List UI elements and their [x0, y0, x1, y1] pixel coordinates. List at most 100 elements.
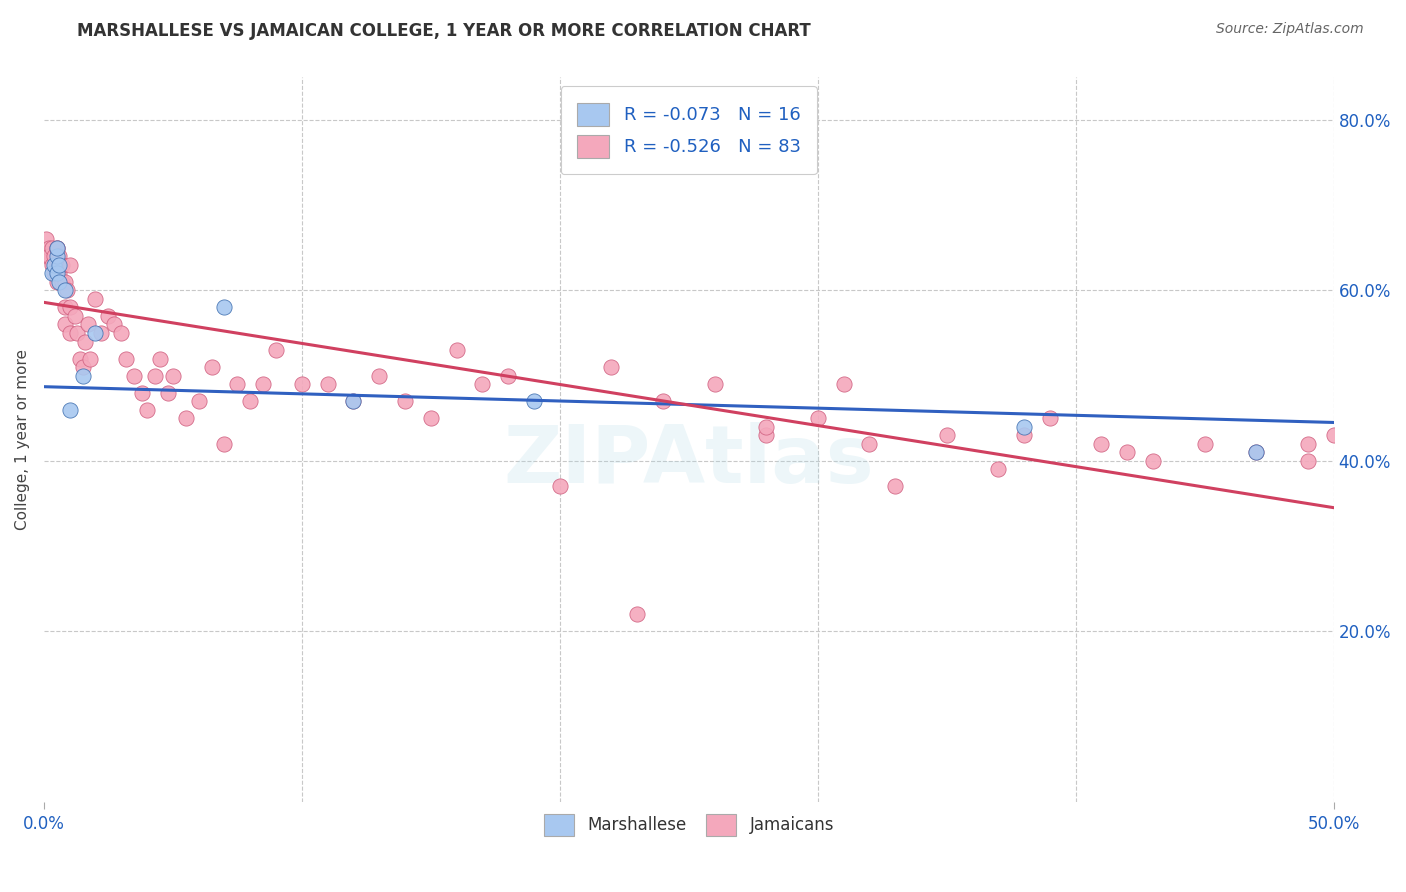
Point: [264, 343, 287, 357]
Point: [446, 343, 468, 357]
Point: [523, 394, 546, 409]
Point: [252, 377, 274, 392]
Point: [45, 258, 67, 272]
Point: [1090, 436, 1112, 450]
Point: [1244, 445, 1267, 459]
Point: [935, 428, 957, 442]
Point: [41, 258, 63, 272]
Point: [200, 360, 222, 375]
Point: [471, 377, 494, 392]
Point: [45, 249, 67, 263]
Point: [214, 301, 236, 315]
Point: [59, 326, 82, 340]
Point: [41, 241, 63, 255]
Point: [51, 275, 73, 289]
Point: [48, 266, 70, 280]
Y-axis label: College, 1 year or more: College, 1 year or more: [15, 349, 30, 530]
Point: [1039, 411, 1062, 425]
Point: [342, 394, 364, 409]
Point: [59, 402, 82, 417]
Point: [496, 368, 519, 383]
Point: [63, 309, 86, 323]
Point: [38, 249, 60, 263]
Point: [652, 394, 675, 409]
Point: [143, 368, 166, 383]
Point: [90, 326, 112, 340]
Point: [858, 436, 880, 450]
Point: [76, 318, 98, 332]
Point: [84, 326, 107, 340]
Point: [84, 292, 107, 306]
Point: [1142, 454, 1164, 468]
Point: [53, 275, 76, 289]
Point: [53, 318, 76, 332]
Point: [38, 241, 60, 255]
Point: [214, 436, 236, 450]
Point: [149, 351, 172, 366]
Point: [1296, 436, 1319, 450]
Point: [703, 377, 725, 392]
Point: [1296, 454, 1319, 468]
Point: [59, 301, 82, 315]
Point: [136, 402, 159, 417]
Point: [1323, 428, 1346, 442]
Text: ZIPAtlas: ZIPAtlas: [503, 422, 875, 500]
Point: [75, 334, 97, 349]
Point: [987, 462, 1010, 476]
Point: [1244, 445, 1267, 459]
Point: [48, 258, 70, 272]
Point: [45, 241, 67, 255]
Point: [548, 479, 571, 493]
Point: [48, 249, 70, 263]
Point: [51, 258, 73, 272]
Text: Source: ZipAtlas.com: Source: ZipAtlas.com: [1216, 22, 1364, 37]
Point: [56, 284, 79, 298]
Text: MARSHALLESE VS JAMAICAN COLLEGE, 1 YEAR OR MORE CORRELATION CHART: MARSHALLESE VS JAMAICAN COLLEGE, 1 YEAR …: [77, 22, 811, 40]
Point: [41, 266, 63, 280]
Point: [162, 368, 184, 383]
Point: [394, 394, 416, 409]
Point: [187, 394, 209, 409]
Point: [1012, 419, 1035, 434]
Point: [755, 419, 778, 434]
Point: [755, 428, 778, 442]
Point: [1116, 445, 1139, 459]
Point: [97, 309, 120, 323]
Point: [1012, 428, 1035, 442]
Point: [45, 275, 67, 289]
Point: [48, 275, 70, 289]
Point: [807, 411, 830, 425]
Point: [44, 258, 66, 272]
Point: [115, 351, 138, 366]
Point: [832, 377, 855, 392]
Point: [419, 411, 441, 425]
Point: [174, 411, 197, 425]
Point: [368, 368, 391, 383]
Point: [1194, 436, 1216, 450]
Point: [45, 241, 67, 255]
Point: [72, 360, 94, 375]
Legend: Marshallese, Jamaicans: Marshallese, Jamaicans: [536, 805, 842, 844]
Point: [884, 479, 907, 493]
Point: [239, 394, 262, 409]
Point: [53, 284, 76, 298]
Point: [626, 607, 648, 622]
Point: [45, 241, 67, 255]
Point: [131, 385, 153, 400]
Point: [110, 326, 132, 340]
Point: [316, 377, 339, 392]
Point: [122, 368, 145, 383]
Point: [103, 318, 125, 332]
Point: [69, 351, 91, 366]
Point: [79, 351, 101, 366]
Point: [44, 249, 66, 263]
Point: [226, 377, 249, 392]
Point: [53, 301, 76, 315]
Point: [35, 232, 58, 246]
Point: [35, 249, 58, 263]
Point: [66, 326, 89, 340]
Point: [45, 266, 67, 280]
Point: [72, 368, 94, 383]
Point: [44, 266, 66, 280]
Point: [600, 360, 623, 375]
